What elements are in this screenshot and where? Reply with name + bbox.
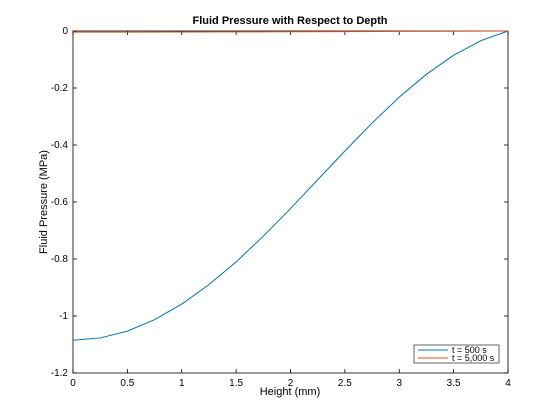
series-line-0 xyxy=(72,30,509,341)
series-lines xyxy=(72,30,509,341)
plot-area xyxy=(72,30,509,374)
x-tick-label: 0.5 xyxy=(120,378,134,389)
y-tick-label: -0.6 xyxy=(51,197,69,208)
x-tick-label: 2.5 xyxy=(338,378,352,389)
y-tick-label: -0.2 xyxy=(51,83,69,94)
x-tick-label: 3.5 xyxy=(447,378,461,389)
legend-label-500s: t = 500 s xyxy=(452,345,487,355)
x-axis-label: Height (mm) xyxy=(260,386,321,398)
legend-label-5000s: t = 5,000 s xyxy=(452,353,495,363)
x-tick-label: 2 xyxy=(288,378,294,389)
y-tick-label: -1.2 xyxy=(51,368,69,379)
axis-ticks: 0 0.5 1 1.5 2 2.5 3 3.5 4 0 -0.2 -0.4 -0.6 -0.8 -1 -1.2 xyxy=(51,26,511,389)
x-tick-label: 0 xyxy=(70,378,76,389)
y-tick-label: -1 xyxy=(59,311,68,322)
x-tick-label: 4 xyxy=(505,378,511,389)
y-tick-label: 0 xyxy=(62,26,68,37)
x-tick-label: 1 xyxy=(179,378,185,389)
chart-title: Fluid Pressure with Respect to Depth xyxy=(193,15,388,27)
x-tick-label: 3 xyxy=(396,378,402,389)
y-tick-label: -0.4 xyxy=(51,140,69,151)
series-line-1 xyxy=(72,30,509,33)
y-tick-label: -0.8 xyxy=(51,254,69,265)
x-tick-label: 1.5 xyxy=(229,378,243,389)
legend: t = 500 s t = 5,000 s xyxy=(413,344,500,364)
y-axis-label: Fluid Pressure (MPa) xyxy=(38,150,50,254)
